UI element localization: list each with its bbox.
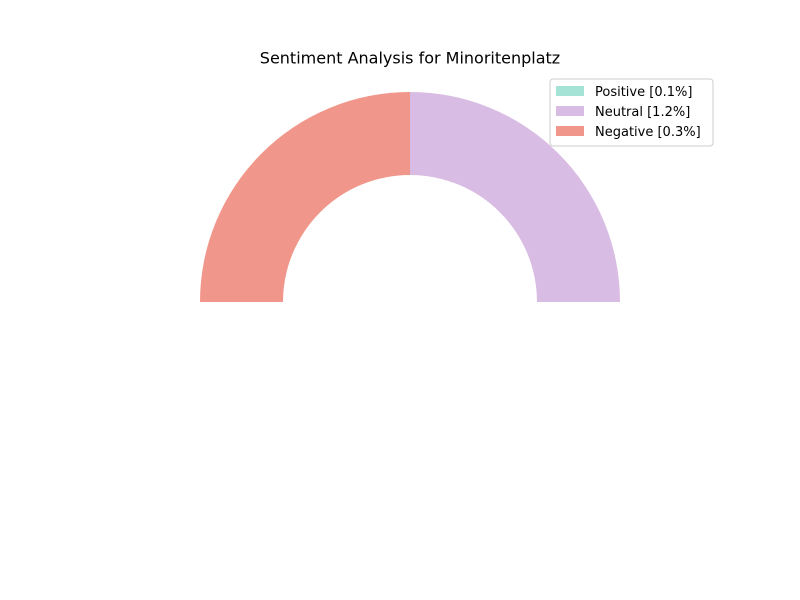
legend-label-neutral: Neutral [1.2%] (595, 105, 690, 120)
legend-swatch-positive (556, 86, 584, 96)
legend-label-positive: Positive [0.1%] (595, 85, 692, 100)
legend: Positive [0.1%] Neutral [1.2%] Negative [0… (549, 78, 714, 147)
legend-frame (549, 78, 714, 147)
legend-swatch-neutral (556, 106, 584, 116)
chart-title: Sentiment Analysis for Minoritenplatz (260, 49, 560, 68)
donut-slice-neutral (410, 92, 620, 302)
donut-slice-negative (200, 92, 410, 302)
legend-label-negative: Negative [0.3%] (595, 125, 701, 140)
legend-swatch-negative (556, 126, 584, 136)
donut-slices (200, 92, 620, 302)
